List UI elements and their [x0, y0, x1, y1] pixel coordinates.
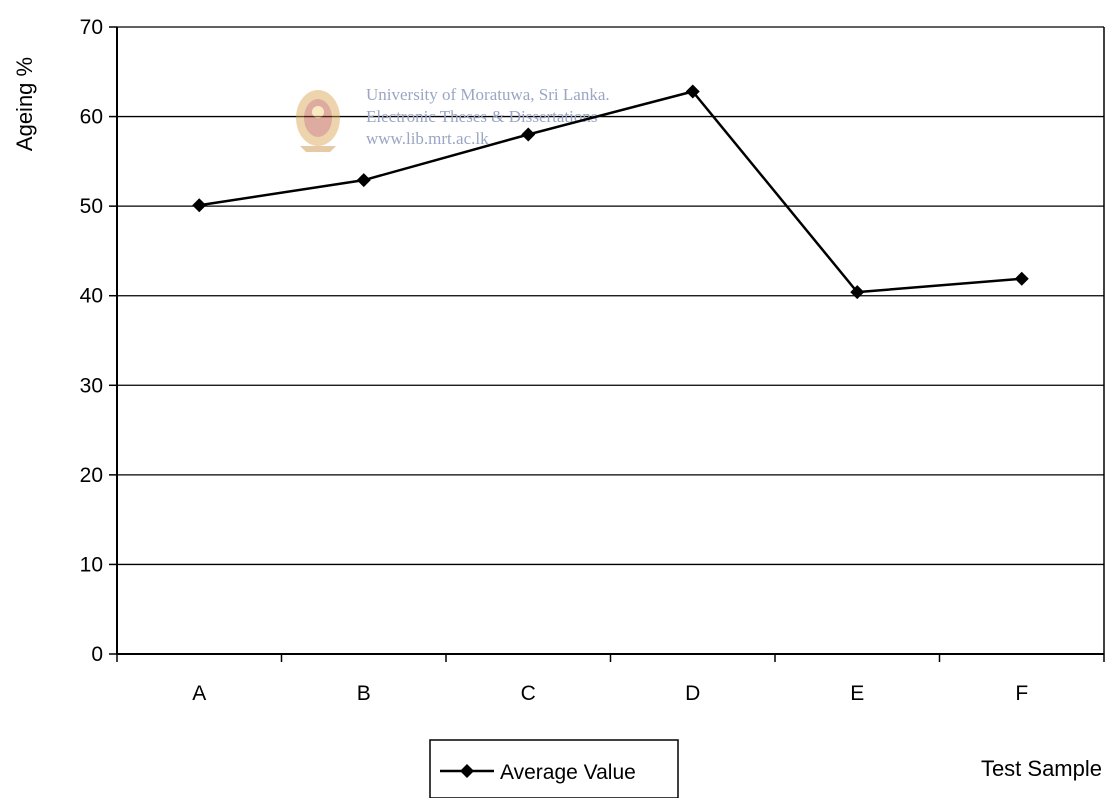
- legend-box: [429, 739, 679, 798]
- x-tick-label: D: [685, 682, 700, 705]
- data-point: [850, 285, 865, 300]
- y-tick-label: 50: [80, 195, 103, 218]
- x-tick-label: C: [521, 682, 536, 705]
- x-axis-title: Test Sample: [981, 756, 1102, 781]
- y-tick-label: 60: [80, 106, 103, 129]
- data-point: [521, 127, 536, 142]
- y-tick-label: 10: [80, 553, 103, 576]
- series-line: [199, 90, 1022, 294]
- y-tick-label: 70: [80, 16, 103, 39]
- tick-labels: 0 10 20 30 40 50 60 70 A B C D E F: [80, 16, 1029, 705]
- y-tick-label: 20: [80, 464, 103, 487]
- data-point: [356, 173, 371, 188]
- legend: Average Value: [429, 739, 679, 798]
- data-point: [1014, 271, 1029, 286]
- y-tick-label: 0: [91, 643, 103, 666]
- x-tick-label: B: [357, 682, 371, 705]
- data-point: [192, 198, 207, 213]
- series-layer: [192, 84, 1029, 300]
- legend-series-label: Average Value: [500, 761, 636, 784]
- x-tick-label: F: [1015, 682, 1028, 705]
- watermark-line-1: University of Moratuwa, Sri Lanka.: [366, 85, 610, 104]
- y-tick-label: 30: [80, 374, 103, 397]
- diamond-marker-icon: [460, 764, 474, 778]
- university-crest-icon: [296, 90, 340, 152]
- axes: [109, 26, 1105, 662]
- y-axis-title: Ageing %: [12, 57, 37, 151]
- x-tick-label: E: [850, 682, 864, 705]
- y-tick-label: 40: [80, 285, 103, 308]
- watermark-line-2: Electronic Theses & Dissertations: [366, 107, 598, 126]
- x-tick-label: A: [192, 682, 206, 705]
- watermark: University of Moratuwa, Sri Lanka. Elect…: [296, 85, 610, 152]
- data-point: [685, 84, 700, 99]
- watermark-line-3: www.lib.mrt.ac.lk: [366, 129, 489, 148]
- gridlines: [117, 26, 1104, 566]
